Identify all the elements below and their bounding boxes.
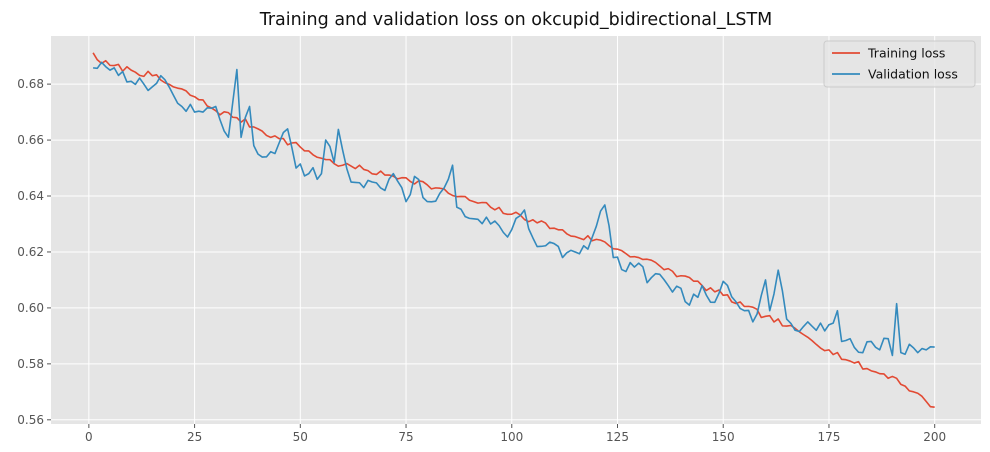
x-tick-label: 125 xyxy=(606,430,629,444)
legend-label-validation-loss: Validation loss xyxy=(868,67,958,82)
y-tick-label: 0.64 xyxy=(17,189,44,203)
legend: Training loss Validation loss xyxy=(823,40,976,88)
y-tick-label: 0.62 xyxy=(17,245,44,259)
series-lines xyxy=(92,52,935,409)
x-tick-label: 150 xyxy=(712,430,735,444)
x-tick-label: 50 xyxy=(293,430,308,444)
legend-label-training-loss: Training loss xyxy=(867,46,945,61)
y-tick-label: 0.56 xyxy=(17,413,44,427)
x-tick-label: 200 xyxy=(923,430,946,444)
tick-labels: 0 25 50 75 100 125 150 175 200 0.56 0.58 0.60 0.62 0.… xyxy=(17,77,946,444)
chart-title: Training and validation loss on okcupid_… xyxy=(259,10,773,30)
grid-lines xyxy=(51,36,981,424)
x-tick-label: 175 xyxy=(818,430,841,444)
series-line-validation-loss xyxy=(93,61,935,357)
x-tick-label: 0 xyxy=(85,430,93,444)
x-tick-label: 100 xyxy=(500,430,523,444)
y-tick-label: 0.66 xyxy=(17,133,44,147)
x-tick-label: 25 xyxy=(187,430,202,444)
plot-area xyxy=(51,36,981,424)
x-tick-label: 75 xyxy=(398,430,413,444)
y-tick-label: 0.58 xyxy=(17,357,44,371)
y-tick-label: 0.60 xyxy=(17,301,44,315)
y-tick-label: 0.68 xyxy=(17,77,44,91)
legend-box xyxy=(823,40,976,88)
